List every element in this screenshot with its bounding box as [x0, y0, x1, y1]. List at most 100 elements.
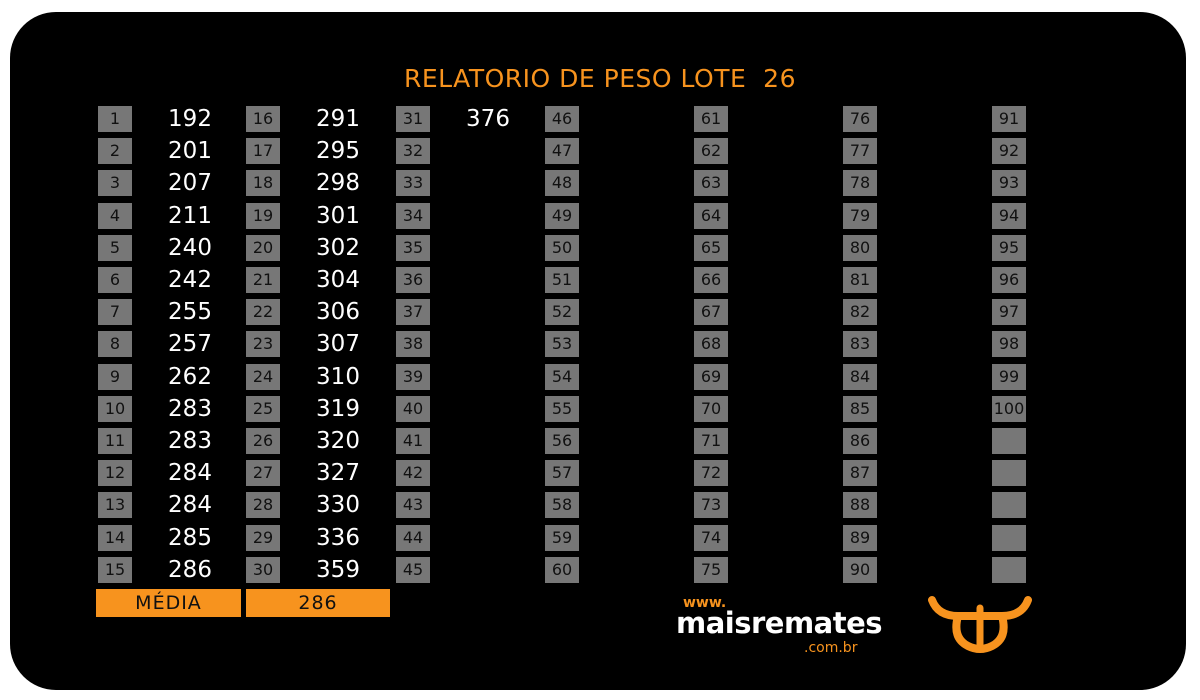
item-number-box: 41	[396, 428, 430, 454]
item-number-box: 24	[246, 364, 280, 390]
item-number-box: 99	[992, 364, 1026, 390]
item-number-box: 68	[694, 331, 728, 357]
weight-value	[597, 362, 677, 392]
item-number-box: 11	[98, 428, 132, 454]
item-number-box: 97	[992, 299, 1026, 325]
weight-value	[597, 458, 677, 488]
weight-value	[895, 233, 975, 263]
item-number-box: 78	[843, 170, 877, 196]
weight-value	[895, 458, 975, 488]
item-number-box: 36	[396, 267, 430, 293]
weight-value: 295	[316, 138, 360, 164]
item-number-box	[992, 492, 1026, 518]
weight-value: 192	[168, 106, 212, 132]
item-number-box	[992, 525, 1026, 551]
weight-value	[597, 490, 677, 520]
weight-value	[746, 265, 826, 295]
weight-value	[895, 426, 975, 456]
item-number-box: 33	[396, 170, 430, 196]
item-number-box: 77	[843, 138, 877, 164]
weight-value	[448, 201, 528, 231]
weight-value	[597, 233, 677, 263]
weight-value	[448, 394, 528, 424]
item-number-box: 50	[545, 235, 579, 261]
weight-value	[895, 136, 975, 166]
item-number-box: 38	[396, 331, 430, 357]
item-number-box: 43	[396, 492, 430, 518]
item-number-box: 47	[545, 138, 579, 164]
weight-value	[746, 362, 826, 392]
item-number-box: 84	[843, 364, 877, 390]
item-number-box: 62	[694, 138, 728, 164]
weight-value	[1044, 426, 1124, 456]
weight-value	[746, 233, 826, 263]
item-number-box: 96	[992, 267, 1026, 293]
bull-head-logo-icon	[928, 596, 1032, 653]
weight-value	[1044, 104, 1124, 134]
weight-value	[895, 523, 975, 553]
weight-value	[895, 201, 975, 231]
average-value: 286	[246, 589, 390, 617]
weight-value	[597, 297, 677, 327]
item-number-box: 6	[98, 267, 132, 293]
item-number-box: 25	[246, 396, 280, 422]
weight-value: 257	[168, 331, 212, 357]
weight-value	[1044, 490, 1124, 520]
item-number-box: 12	[98, 460, 132, 486]
weight-value: 242	[168, 267, 212, 293]
weight-value	[1044, 265, 1124, 295]
item-number-box: 74	[694, 525, 728, 551]
weight-value: 283	[168, 428, 212, 454]
weight-value	[597, 394, 677, 424]
weight-value: 284	[168, 492, 212, 518]
item-number-box: 44	[396, 525, 430, 551]
weight-value	[448, 265, 528, 295]
item-number-box: 55	[545, 396, 579, 422]
weight-value	[597, 523, 677, 553]
weight-value: 211	[168, 203, 212, 229]
weight-value	[895, 329, 975, 359]
item-number-box: 16	[246, 106, 280, 132]
weight-value	[895, 297, 975, 327]
report-card	[10, 12, 1186, 690]
item-number-box: 3	[98, 170, 132, 196]
item-number-box: 66	[694, 267, 728, 293]
weight-value: 320	[316, 428, 360, 454]
item-number-box: 20	[246, 235, 280, 261]
weight-value	[1044, 555, 1124, 585]
item-number-box: 91	[992, 106, 1026, 132]
weight-value: 207	[168, 170, 212, 196]
weight-value	[895, 362, 975, 392]
weight-value	[1044, 523, 1124, 553]
weight-value	[895, 394, 975, 424]
weight-value	[597, 426, 677, 456]
weight-value: 283	[168, 396, 212, 422]
weight-value	[746, 329, 826, 359]
weight-value	[1044, 394, 1124, 424]
weight-value: 262	[168, 364, 212, 390]
item-number-box: 94	[992, 203, 1026, 229]
item-number-box: 32	[396, 138, 430, 164]
item-number-box: 54	[545, 364, 579, 390]
weight-value	[895, 555, 975, 585]
weight-value	[597, 168, 677, 198]
item-number-box: 42	[396, 460, 430, 486]
weight-value	[1044, 233, 1124, 263]
weight-value	[448, 426, 528, 456]
item-number-box: 85	[843, 396, 877, 422]
item-number-box: 58	[545, 492, 579, 518]
weight-value	[448, 555, 528, 585]
item-number-box: 92	[992, 138, 1026, 164]
item-number-box: 13	[98, 492, 132, 518]
item-number-box: 72	[694, 460, 728, 486]
weight-value	[746, 490, 826, 520]
weight-value	[895, 265, 975, 295]
item-number-box: 83	[843, 331, 877, 357]
item-number-box: 81	[843, 267, 877, 293]
item-number-box: 1	[98, 106, 132, 132]
weight-value: 240	[168, 235, 212, 261]
weight-value: 336	[316, 525, 360, 551]
weight-value: 255	[168, 299, 212, 325]
item-number-box: 98	[992, 331, 1026, 357]
weight-value: 319	[316, 396, 360, 422]
